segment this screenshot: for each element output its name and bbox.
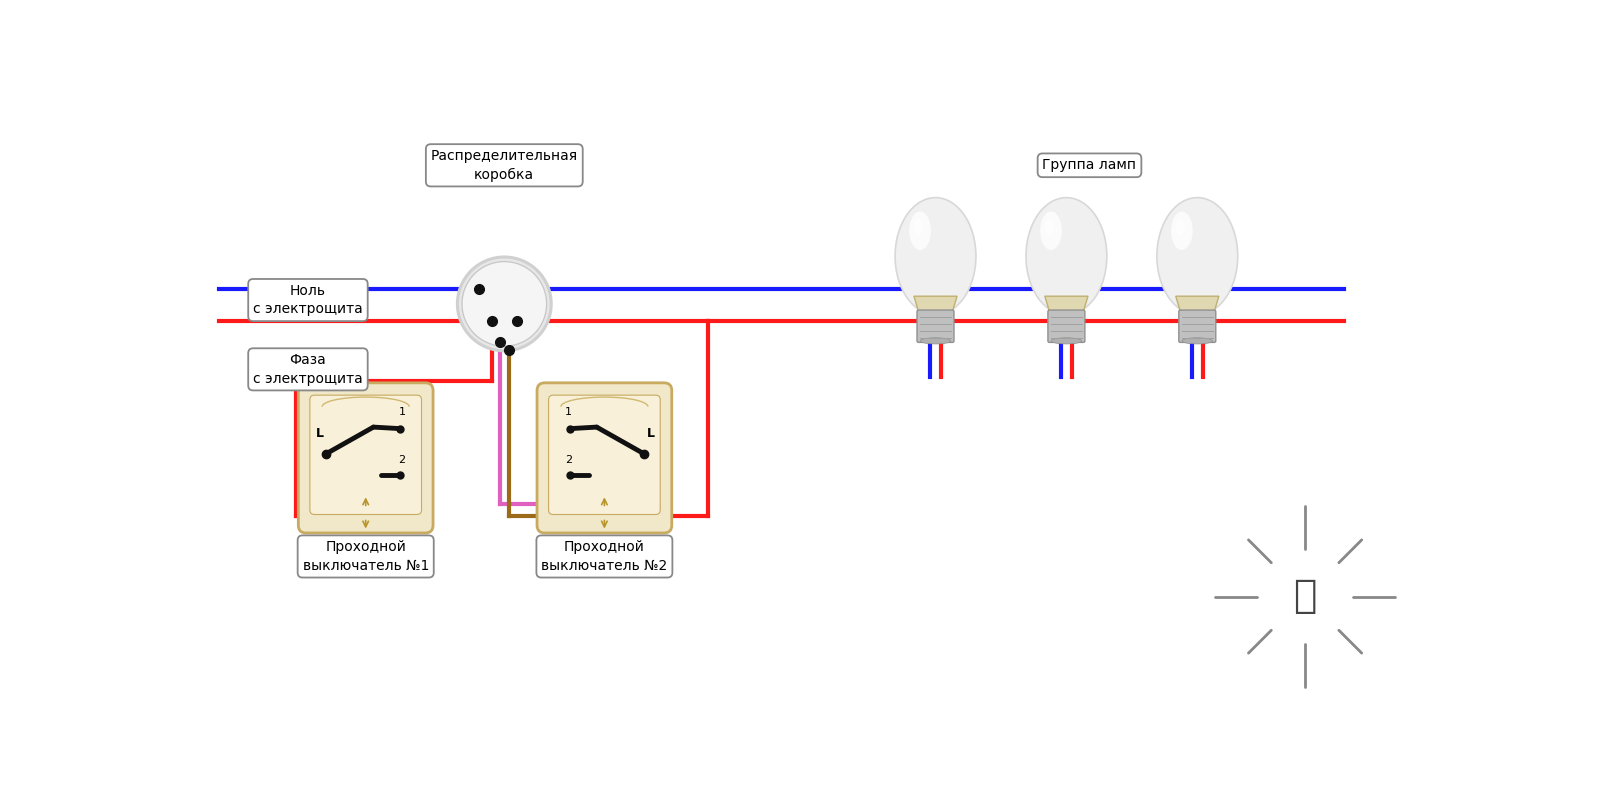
Polygon shape: [914, 296, 957, 311]
Text: Группа ламп: Группа ламп: [1043, 158, 1136, 172]
Text: 2: 2: [398, 454, 405, 465]
Text: Фаза
с электрощита: Фаза с электрощита: [253, 353, 363, 386]
Circle shape: [456, 256, 552, 352]
Ellipse shape: [1171, 211, 1192, 250]
FancyBboxPatch shape: [298, 383, 434, 533]
Ellipse shape: [894, 198, 976, 314]
Ellipse shape: [1026, 198, 1107, 314]
Ellipse shape: [920, 338, 950, 344]
FancyBboxPatch shape: [917, 310, 954, 342]
Text: Проходной
выключатель №2: Проходной выключатель №2: [541, 540, 667, 573]
Ellipse shape: [914, 218, 923, 235]
FancyBboxPatch shape: [310, 395, 421, 514]
FancyBboxPatch shape: [538, 383, 672, 533]
Ellipse shape: [909, 211, 931, 250]
Ellipse shape: [1051, 338, 1082, 344]
FancyBboxPatch shape: [1179, 310, 1216, 342]
Text: Ноль
с электрощита: Ноль с электрощита: [253, 284, 363, 316]
Text: 2: 2: [565, 454, 571, 465]
Polygon shape: [1045, 296, 1088, 311]
Text: 🤜: 🤜: [1293, 578, 1317, 615]
Text: Проходной
выключатель №1: Проходной выключатель №1: [302, 540, 429, 573]
Ellipse shape: [1157, 198, 1238, 314]
Ellipse shape: [1040, 211, 1062, 250]
Ellipse shape: [1182, 338, 1213, 344]
Text: 1: 1: [565, 406, 571, 417]
FancyBboxPatch shape: [549, 395, 661, 514]
Text: L: L: [646, 427, 654, 440]
FancyBboxPatch shape: [1048, 310, 1085, 342]
Circle shape: [462, 262, 547, 346]
Text: Распределительная
коробка: Распределительная коробка: [430, 149, 578, 182]
Ellipse shape: [1045, 218, 1054, 235]
Circle shape: [462, 262, 547, 346]
Circle shape: [459, 259, 549, 349]
Ellipse shape: [1176, 218, 1186, 235]
Text: 1: 1: [398, 406, 405, 417]
Polygon shape: [1176, 296, 1219, 311]
Text: L: L: [315, 427, 323, 440]
